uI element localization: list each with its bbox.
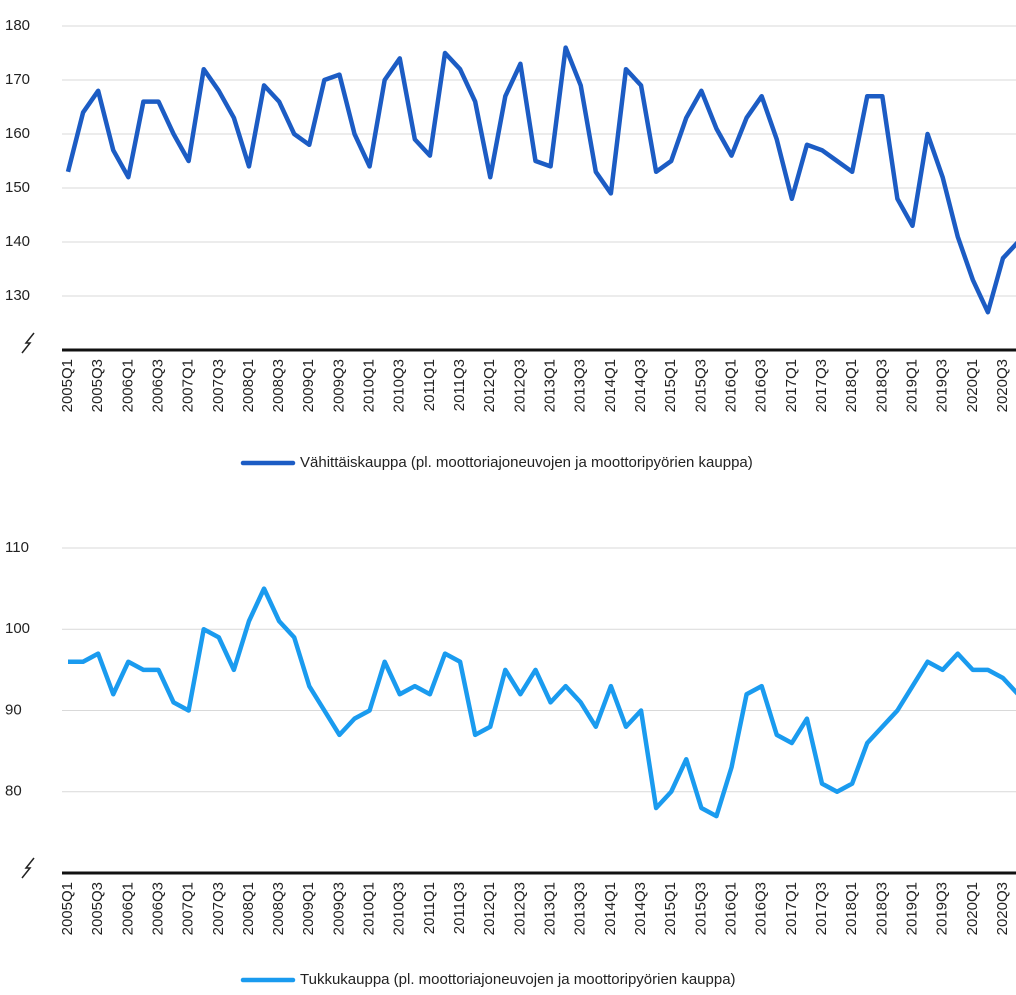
x-tick-label: 2010Q3: [391, 359, 408, 412]
x-tick-label: 2012Q3: [511, 359, 528, 412]
x-tick-label: 2018Q3: [873, 359, 890, 412]
x-tick-label: 2012Q3: [511, 882, 528, 935]
x-tick-label: 2020Q1: [964, 882, 981, 935]
x-tick-label: 2009Q3: [330, 359, 347, 412]
line-series: [68, 586, 1016, 819]
x-tick-label: 2010Q1: [361, 359, 378, 412]
x-tick-label: 2015Q1: [662, 359, 679, 412]
x-tick-label: 2015Q3: [692, 359, 709, 412]
x-tick-label: 2009Q1: [300, 359, 317, 412]
x-tick-label: 2008Q3: [270, 359, 287, 412]
x-tick-label: 2009Q1: [300, 882, 317, 935]
x-tick-label: 2009Q3: [330, 882, 347, 935]
y-tick-label: 180: [5, 17, 30, 34]
x-tick-label: 2013Q3: [572, 882, 589, 935]
x-tick-label: 2007Q1: [180, 359, 197, 412]
x-tick-label: 2015Q1: [662, 882, 679, 935]
x-tick-label: 2017Q1: [783, 359, 800, 412]
x-tick-label: 2005Q3: [89, 882, 106, 935]
x-tick-label: 2010Q1: [361, 882, 378, 935]
x-tick-label: 2014Q3: [632, 359, 649, 412]
x-tick-label: 2015Q3: [692, 882, 709, 935]
x-tick-label: 2014Q1: [602, 359, 619, 412]
x-tick-label: 2016Q1: [722, 882, 739, 935]
x-tick-label: 2016Q3: [753, 882, 770, 935]
y-tick-label: 90: [5, 701, 22, 718]
x-tick-label: 2008Q1: [240, 882, 257, 935]
y-tick-label: 80: [5, 783, 22, 800]
x-tick-label: 2006Q3: [149, 359, 166, 412]
x-tick-label: 2007Q1: [180, 882, 197, 935]
x-tick-label: 2007Q3: [210, 359, 227, 412]
x-tick-label: 2005Q1: [59, 359, 76, 412]
x-tick-label: 2014Q1: [602, 882, 619, 935]
x-tick-label: 2018Q1: [843, 882, 860, 935]
line-series: [65, 45, 1016, 315]
y-tick-label: 100: [5, 620, 30, 637]
x-tick-label: 2013Q3: [572, 359, 589, 412]
x-tick-label: 2020Q3: [994, 359, 1011, 412]
x-tick-label: 2017Q3: [813, 882, 830, 935]
x-tick-label: 2019Q1: [903, 882, 920, 935]
x-tick-label: 2018Q1: [843, 359, 860, 412]
x-tick-label: 2011Q1: [421, 359, 438, 411]
x-tick-label: 2011Q3: [451, 359, 468, 411]
x-tick-label: 2006Q3: [149, 882, 166, 935]
x-tick-label: 2010Q3: [391, 882, 408, 935]
legend-label: Tukkukauppa (pl. moottoriajoneuvojen ja …: [300, 971, 736, 988]
x-tick-label: 2008Q1: [240, 359, 257, 412]
x-tick-label: 2007Q3: [210, 882, 227, 935]
x-tick-label: 2008Q3: [270, 882, 287, 935]
y-tick-label: 140: [5, 233, 30, 250]
x-tick-label: 2019Q3: [934, 359, 951, 412]
x-tick-label: 2011Q3: [451, 882, 468, 934]
y-tick-label: 150: [5, 179, 30, 196]
x-tick-label: 2019Q1: [903, 359, 920, 412]
x-tick-label: 2012Q1: [481, 882, 498, 935]
x-tick-label: 2011Q1: [421, 882, 438, 934]
x-tick-label: 2016Q1: [722, 359, 739, 412]
y-tick-label: 170: [5, 71, 30, 88]
y-tick-label: 110: [5, 539, 29, 556]
x-tick-label: 2006Q1: [119, 882, 136, 935]
x-tick-label: 2005Q3: [89, 359, 106, 412]
legend-label: Vähittäiskauppa (pl. moottoriajoneuvojen…: [300, 454, 753, 471]
x-tick-label: 2019Q3: [934, 882, 951, 935]
x-tick-label: 2017Q3: [813, 359, 830, 412]
axis-break: [21, 857, 35, 879]
x-tick-label: 2016Q3: [753, 359, 770, 412]
x-tick-label: 2018Q3: [873, 882, 890, 935]
axis-break: [21, 332, 35, 354]
y-tick-label: 160: [5, 125, 30, 142]
x-tick-label: 2020Q3: [994, 882, 1011, 935]
x-tick-label: 2005Q1: [59, 882, 76, 935]
x-tick-label: 2012Q1: [481, 359, 498, 412]
x-tick-label: 2020Q1: [964, 359, 981, 412]
x-tick-label: 2013Q1: [542, 882, 559, 935]
x-tick-label: 2013Q1: [542, 359, 559, 412]
y-tick-label: 130: [5, 287, 30, 304]
x-tick-label: 2014Q3: [632, 882, 649, 935]
x-tick-label: 2017Q1: [783, 882, 800, 935]
x-tick-label: 2006Q1: [119, 359, 136, 412]
